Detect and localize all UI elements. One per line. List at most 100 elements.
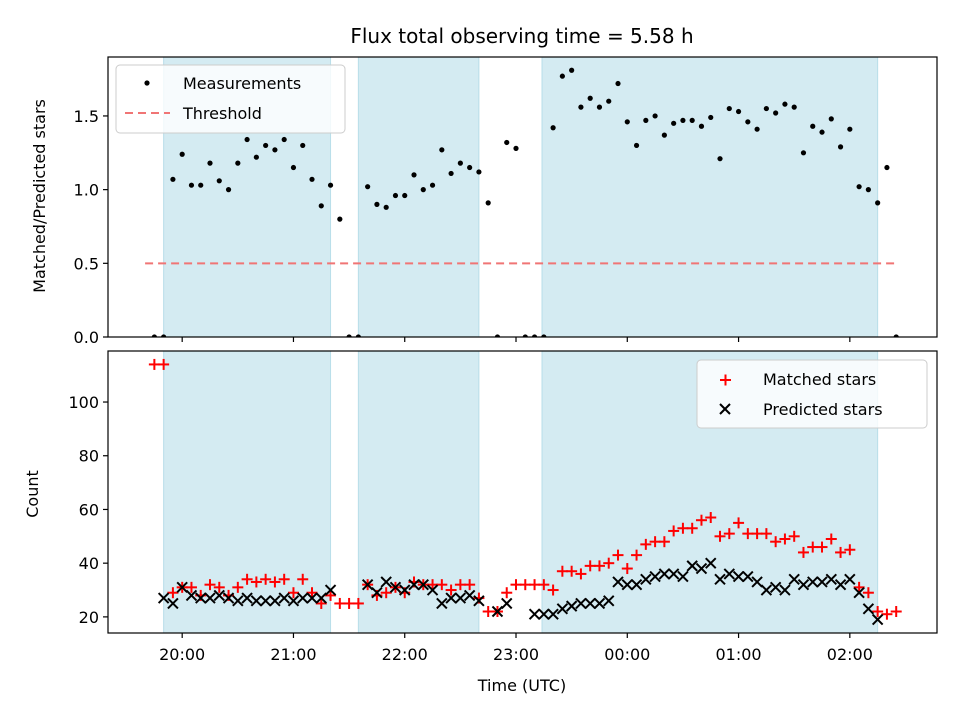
predicted-stars-point [436, 597, 448, 610]
matched-stars-point [380, 587, 392, 599]
predicted-stars-point [315, 592, 327, 604]
measurement-point [800, 150, 807, 156]
measurement-point [652, 113, 658, 119]
predicted-marker-b [760, 584, 773, 596]
predicted-stars-point [454, 592, 467, 604]
measurement-point [596, 104, 603, 110]
measurement-point [587, 95, 593, 101]
chart-title: Flux total observing time = 5.58 h [350, 24, 693, 48]
measurement-point [198, 182, 204, 188]
measurement-point [615, 80, 621, 87]
measurement-point [263, 142, 269, 149]
predicted-stars-point [621, 578, 633, 591]
measurement-point [671, 120, 677, 126]
predicted-stars-point [463, 589, 476, 602]
measurement-point [531, 334, 538, 337]
matched-stars-point [287, 587, 299, 599]
predicted-stars-point [287, 595, 300, 607]
predicted-stars-point [825, 573, 837, 585]
legend-matched-label: Matched stars [763, 370, 876, 389]
predicted-marker-b [862, 603, 875, 615]
measurement-point [365, 184, 371, 190]
matched-stars-point [788, 530, 800, 542]
predicted-stars-point [797, 578, 810, 591]
measurement-point [875, 200, 881, 206]
measurement-point [485, 200, 491, 206]
matched-stars-point [510, 579, 522, 591]
predicted-marker-b [658, 568, 671, 580]
predicted-stars-point [259, 595, 272, 607]
predicted-marker-b [306, 592, 318, 604]
matched-stars-point [556, 565, 568, 577]
predicted-stars-point [630, 578, 643, 591]
predicted-marker-b [565, 600, 578, 612]
matched-stars-point [733, 517, 745, 529]
matched-stars-point [853, 581, 865, 593]
predicted-marker-b [834, 578, 847, 591]
measurement-point [559, 73, 565, 79]
matched-stars-point [640, 538, 652, 550]
plot-data-layer [148, 358, 902, 626]
predicted-marker-b [250, 595, 263, 607]
matched-stars-point [816, 541, 828, 553]
measurement-point [457, 160, 463, 166]
predicted-stars-point [491, 605, 504, 618]
x-tick-label: 02:00 [827, 645, 873, 664]
predicted-marker-b [436, 597, 448, 610]
predicted-marker-b [686, 560, 698, 572]
legend-predicted-marker-b [719, 403, 731, 415]
predicted-marker-b [380, 576, 392, 588]
legend-frame [115, 64, 346, 134]
predicted-marker-b [575, 597, 587, 610]
matched-stars-point [649, 536, 661, 548]
predicted-stars-point [667, 568, 680, 580]
predicted-stars-point [779, 584, 791, 596]
measurement-point [207, 160, 213, 166]
measurement-point [791, 104, 797, 110]
measurement-point [541, 334, 547, 337]
matched-stars-point [621, 563, 633, 575]
predicted-marker-b [232, 595, 244, 607]
predicted-stars-point [501, 597, 513, 610]
measurement-point [578, 104, 584, 110]
matched-stars-point [686, 522, 698, 534]
predicted-marker-b [844, 573, 856, 585]
predicted-stars-point [788, 573, 800, 585]
matched-stars-point [269, 576, 281, 588]
predicted-stars-point [399, 584, 411, 596]
measurement-point [522, 334, 528, 337]
panel-frame [107, 350, 938, 634]
measurement-point [151, 334, 157, 337]
matched-stars-point [297, 573, 309, 585]
measurement-point [837, 144, 844, 150]
predicted-marker-b [315, 592, 327, 604]
y-tick-label: 0.0 [74, 328, 99, 347]
y-tick-label: 100 [68, 393, 99, 412]
measurement-point [884, 164, 890, 171]
predicted-marker-b [491, 605, 504, 618]
matched-stars-point [260, 573, 272, 585]
y-tick-label: 20 [79, 608, 99, 627]
matched-stars-point [881, 608, 893, 620]
measurement-point [346, 334, 352, 337]
predicted-marker-b [389, 581, 402, 594]
matched-stars-point [844, 544, 856, 556]
matched-stars-point [862, 587, 874, 599]
predicted-stars-point [844, 573, 856, 585]
predicted-marker-b [751, 576, 763, 588]
predicted-marker-b [287, 595, 300, 607]
predicted-stars-point [445, 592, 457, 604]
matched-stars-point [677, 522, 689, 534]
predicted-marker-b [361, 578, 374, 591]
matched-stars-point [167, 587, 179, 599]
predicted-marker-b [667, 568, 680, 580]
matched-stars-point [668, 525, 680, 537]
predicted-stars-point [371, 587, 383, 599]
matched-stars-point [529, 579, 541, 591]
matched-stars-point [575, 568, 587, 580]
observing-interval-band [357, 56, 480, 338]
measurement-point [865, 187, 871, 193]
measurement-point [847, 126, 853, 132]
predicted-marker-b [612, 576, 624, 588]
predicted-marker-b [732, 570, 745, 583]
